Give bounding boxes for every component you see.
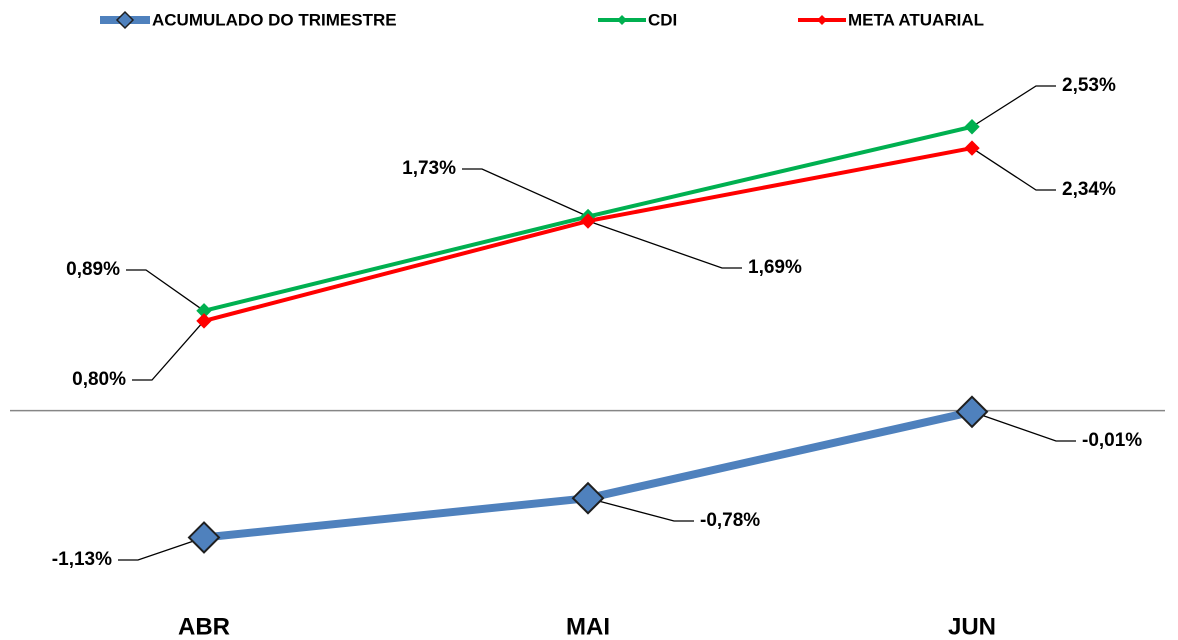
data-label: 0,80%	[72, 369, 126, 390]
series-line	[203, 407, 973, 542]
leader-line	[587, 497, 694, 522]
point-marker	[955, 395, 989, 429]
leader-line	[971, 411, 1076, 442]
data-label: 0,89%	[66, 259, 120, 280]
x-tick-label: JUN	[948, 613, 996, 640]
leader-line	[587, 220, 742, 269]
series-line	[203, 146, 973, 323]
leader-line	[118, 536, 205, 561]
leader-line	[971, 85, 1056, 128]
legend-label: META ATUARIAL	[848, 10, 984, 29]
data-label: -0,78%	[700, 510, 760, 531]
point-marker	[196, 313, 212, 329]
x-tick-label: MAI	[566, 613, 610, 640]
x-tick-label: ABR	[178, 613, 230, 640]
point-marker	[964, 140, 980, 156]
data-label: 1,73%	[402, 158, 456, 179]
data-label: 2,34%	[1062, 179, 1116, 200]
legend-marker	[115, 10, 135, 30]
leader-line	[462, 168, 589, 218]
data-label: 1,69%	[748, 257, 802, 278]
legend-label: ACUMULADO DO TRIMESTRE	[152, 10, 397, 29]
data-label: -1,13%	[52, 549, 112, 570]
legend-marker	[617, 15, 627, 25]
point-marker	[580, 213, 596, 229]
point-marker	[187, 521, 221, 554]
leader-line	[126, 269, 205, 312]
point-marker	[571, 481, 605, 515]
legend-label: CDI	[648, 10, 677, 29]
point-marker	[964, 119, 980, 135]
legend-marker	[817, 15, 827, 25]
data-label: -0,01%	[1082, 430, 1142, 451]
leader-line	[132, 320, 205, 381]
leader-line	[971, 147, 1056, 191]
data-label: 2,53%	[1062, 75, 1116, 96]
